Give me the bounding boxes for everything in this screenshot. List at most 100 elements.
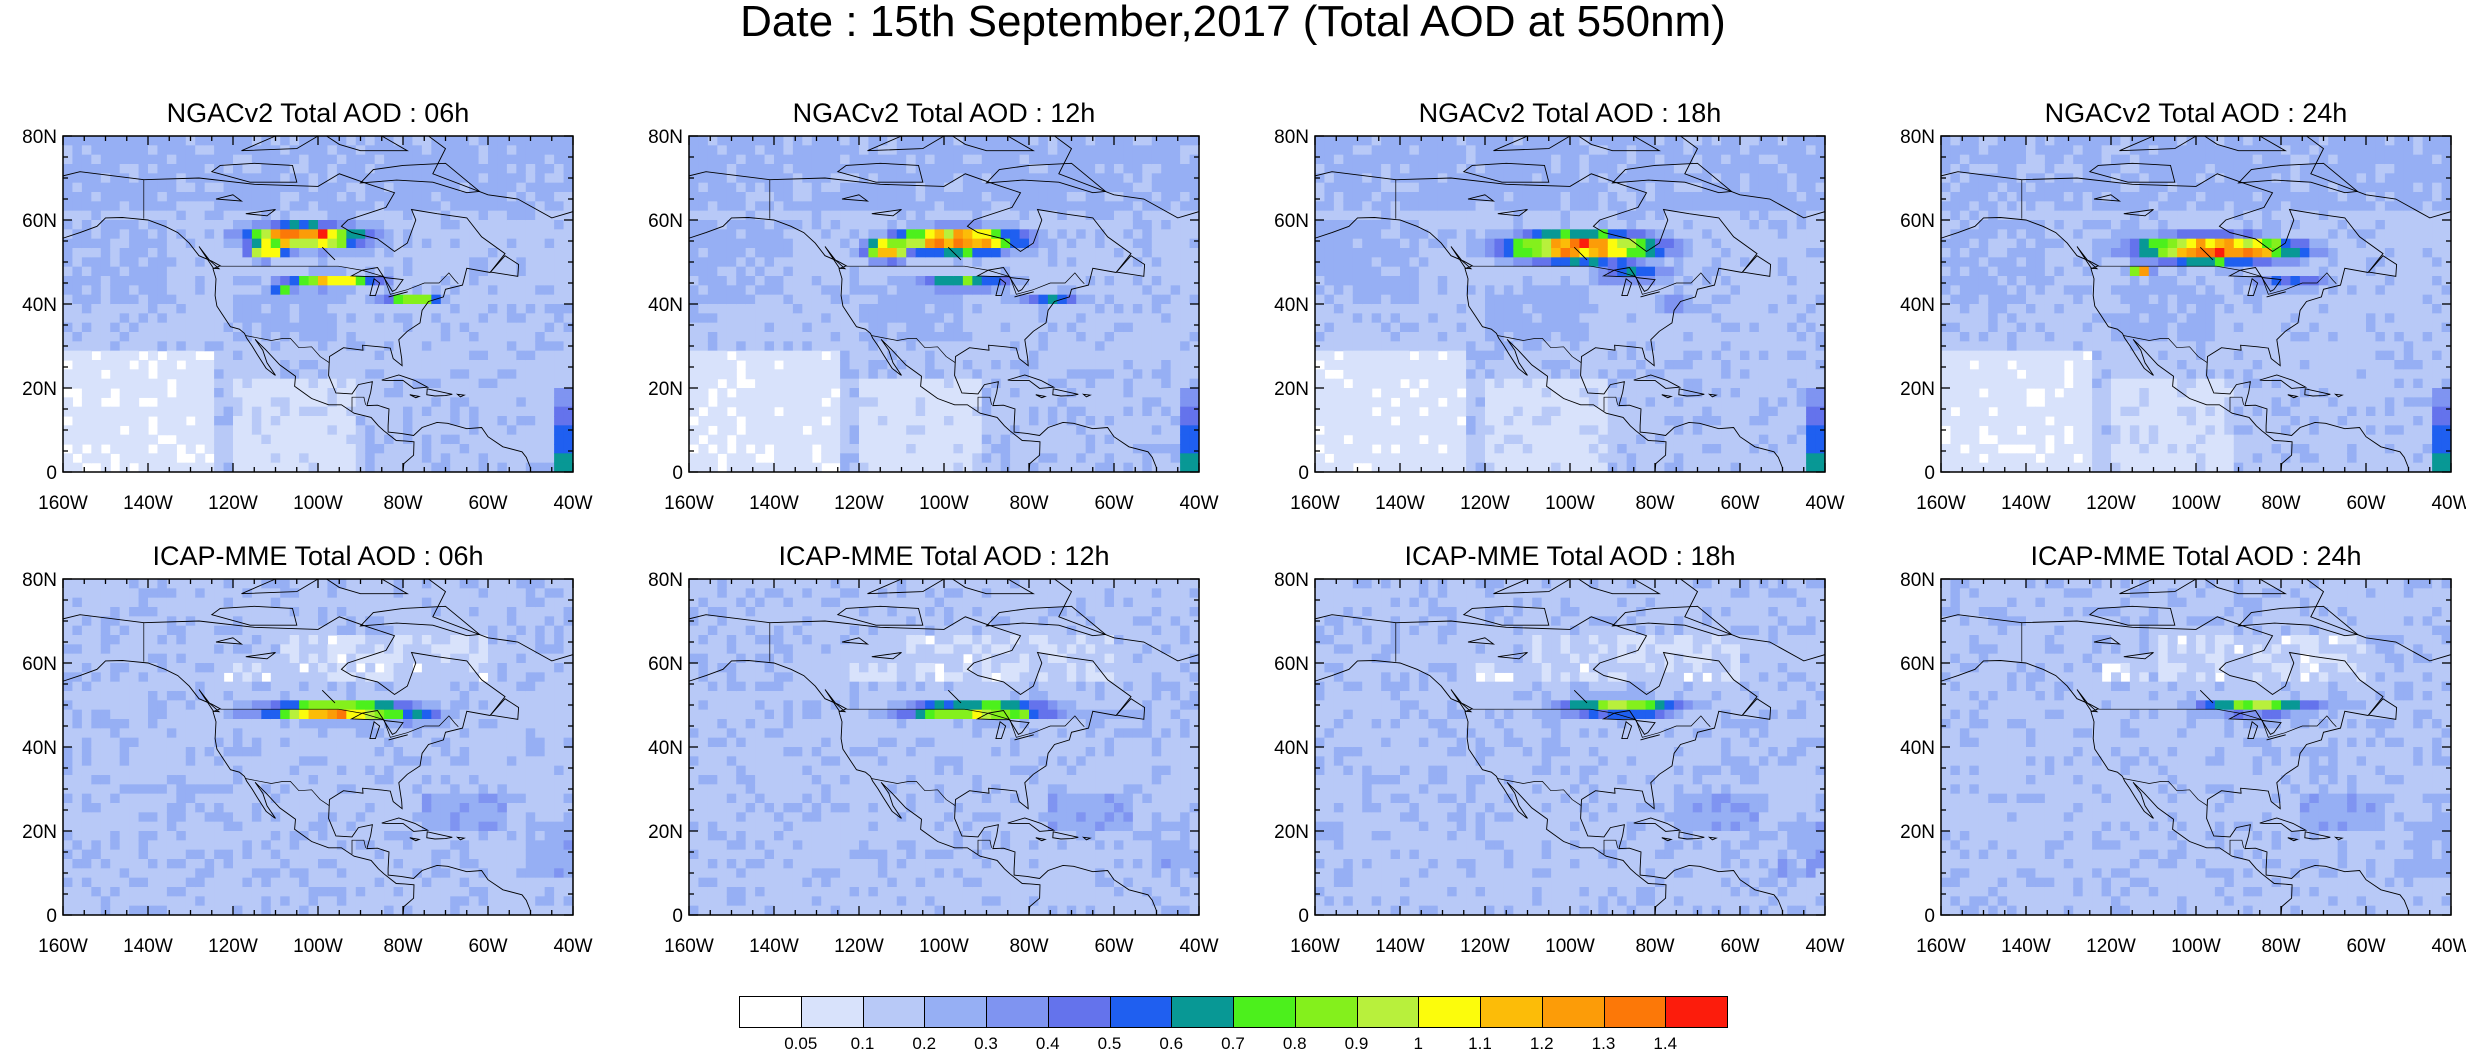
aod-field [63, 136, 573, 472]
lat-tick-label: 60N [1900, 211, 1935, 232]
panel-title: NGACv2 Total AOD : 12h [793, 98, 1096, 128]
lon-tick-label: 100W [2171, 493, 2221, 514]
lon-tick-label: 160W [1916, 493, 1966, 514]
lon-tick-label: 80W [1635, 493, 1674, 514]
lat-tick-label: 40N [648, 738, 683, 759]
lat-tick-label: 20N [648, 822, 683, 843]
lon-tick-label: 120W [2086, 936, 2136, 957]
colorbar-swatch [1047, 996, 1110, 1028]
lat-tick-label: 0 [46, 463, 57, 484]
lon-tick-label: 40W [553, 936, 592, 957]
lon-tick-label: 80W [1009, 936, 1048, 957]
lon-tick-label: 120W [1460, 493, 1510, 514]
colorbar-swatch [924, 996, 987, 1028]
colorbar-label: 0.9 [1344, 1034, 1369, 1053]
colorbar-label: 0.5 [1097, 1034, 1122, 1053]
axis-ticks [1940, 135, 2452, 473]
colorbar-label: 0.6 [1159, 1034, 1184, 1053]
lon-tick-label: 100W [919, 936, 969, 957]
lat-tick-label: 40N [22, 738, 57, 759]
aod-field [1315, 136, 1825, 472]
coastlines [1315, 136, 1825, 472]
lon-tick-label: 140W [1375, 936, 1425, 957]
colorbar-swatch [1480, 996, 1543, 1028]
lon-tick-label: 60W [1094, 493, 1133, 514]
colorbar-swatch [1294, 996, 1357, 1028]
lat-tick-label: 40N [1900, 738, 1935, 759]
lon-tick-label: 40W [2431, 493, 2466, 514]
lon-tick-label: 80W [383, 493, 422, 514]
map-panel-ngac_12: NGACv2 Total AOD : 12h 0 20N 40N 60N 80N 160W 1… [648, 98, 1218, 514]
lat-tick-label: 60N [648, 654, 683, 675]
lon-tick-label: 140W [2001, 936, 2051, 957]
lat-tick-label: 0 [672, 906, 683, 927]
lon-tick-label: 120W [1460, 936, 1510, 957]
lat-tick-label: 80N [648, 570, 683, 591]
lon-tick-label: 120W [834, 493, 884, 514]
coastlines [63, 579, 573, 915]
lat-tick-label: 40N [1274, 738, 1309, 759]
colorbar-swatch [800, 996, 863, 1028]
colorbar-swatch [1109, 996, 1172, 1028]
lon-tick-label: 100W [293, 936, 343, 957]
colorbar-label: 0.1 [850, 1034, 875, 1053]
lat-tick-label: 60N [1274, 654, 1309, 675]
lat-tick-label: 80N [1274, 127, 1309, 148]
colorbar-label: 1.3 [1591, 1034, 1616, 1053]
lon-tick-label: 40W [1805, 493, 1844, 514]
colorbar-swatch [739, 996, 802, 1028]
lon-tick-label: 100W [919, 493, 969, 514]
colorbar-label: 0.8 [1282, 1034, 1307, 1053]
coastlines [689, 579, 1199, 915]
lat-tick-label: 40N [648, 295, 683, 316]
axis-ticks [688, 135, 1200, 473]
lon-tick-label: 160W [1290, 493, 1340, 514]
lat-tick-label: 60N [22, 211, 57, 232]
colorbar-label: 0.3 [974, 1034, 998, 1053]
map-panel-icap_18: ICAP-MME Total AOD : 18h 0 20N 40N 60N 80N 160… [1274, 541, 1844, 957]
coastlines [1941, 136, 2451, 472]
lat-tick-label: 0 [1924, 463, 1935, 484]
lat-tick-label: 60N [1900, 654, 1935, 675]
panel-title: NGACv2 Total AOD : 18h [1419, 98, 1722, 128]
colorbar-label: 1 [1413, 1034, 1423, 1053]
lon-tick-label: 40W [553, 493, 592, 514]
axis-ticks [62, 135, 574, 473]
lon-tick-label: 140W [749, 493, 799, 514]
lon-tick-label: 80W [1009, 493, 1048, 514]
map-panel-ngac_18: NGACv2 Total AOD : 18h 0 20N 40N 60N 80N 160W 1… [1274, 98, 1844, 514]
coastlines [1941, 579, 2451, 915]
lon-tick-label: 40W [2431, 936, 2466, 957]
lon-tick-label: 160W [38, 936, 88, 957]
lon-tick-label: 140W [123, 493, 173, 514]
map-panel-icap_24: ICAP-MME Total AOD : 24h 0 20N 40N 60N 80N 160… [1900, 541, 2466, 957]
lat-tick-label: 60N [22, 654, 57, 675]
lat-tick-label: 20N [1274, 822, 1309, 843]
lon-tick-label: 80W [2261, 936, 2300, 957]
panel-title: ICAP-MME Total AOD : 06h [152, 541, 483, 571]
lat-tick-label: 80N [1900, 570, 1935, 591]
lon-tick-label: 80W [1635, 936, 1674, 957]
lon-tick-label: 160W [1916, 936, 1966, 957]
colorbar-swatch [1541, 996, 1604, 1028]
lat-tick-label: 40N [1900, 295, 1935, 316]
colorbar-swatch [1665, 996, 1728, 1028]
colorbar-swatch [1356, 996, 1419, 1028]
map-panels: NGACv2 Total AOD : 06h 0 20N 40N 60N 80N 160W 1… [22, 98, 2466, 957]
lat-tick-label: 20N [1900, 822, 1935, 843]
colorbar-label: 1.1 [1468, 1034, 1492, 1053]
lon-tick-label: 40W [1179, 493, 1218, 514]
panel-title: ICAP-MME Total AOD : 18h [1404, 541, 1735, 571]
axis-ticks [1940, 578, 2452, 916]
axis-ticks [1314, 135, 1826, 473]
lon-tick-label: 160W [1290, 936, 1340, 957]
lon-tick-label: 40W [1179, 936, 1218, 957]
lat-tick-label: 80N [1274, 570, 1309, 591]
lon-tick-label: 40W [1805, 936, 1844, 957]
lat-tick-label: 40N [1274, 295, 1309, 316]
lat-tick-label: 20N [22, 822, 57, 843]
lon-tick-label: 140W [123, 936, 173, 957]
lat-tick-label: 80N [1900, 127, 1935, 148]
lon-tick-label: 160W [38, 493, 88, 514]
lon-tick-label: 160W [664, 936, 714, 957]
